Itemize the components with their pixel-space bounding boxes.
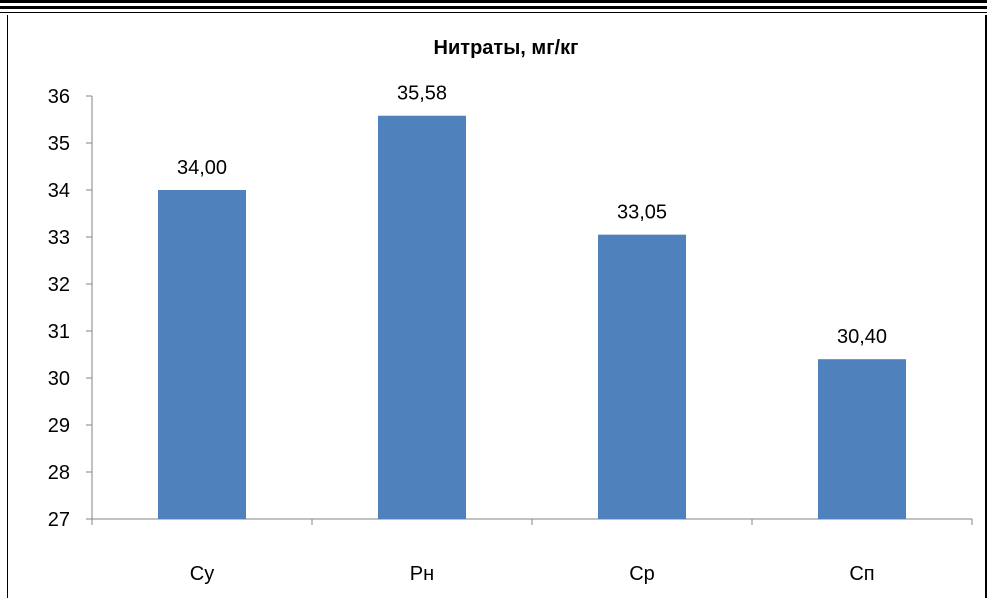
frame-right-edge <box>985 15 987 598</box>
bar <box>598 234 686 519</box>
bar <box>378 115 466 520</box>
x-category-label: Су <box>190 563 214 585</box>
y-tick-label: 32 <box>48 274 70 296</box>
data-labels-group: 34,00 35,58 33,05 30,40 <box>177 83 887 348</box>
y-tick-label: 34 <box>48 180 70 202</box>
bar <box>818 359 906 519</box>
y-tick-label: 29 <box>48 415 70 437</box>
axes: 27 28 29 30 31 32 33 34 35 36 Су Рн Ср Сп <box>48 86 973 585</box>
x-category-label: Рн <box>410 563 434 585</box>
y-tick-label: 31 <box>48 321 70 343</box>
frame-line <box>0 0 987 3</box>
frame-line <box>0 12 987 13</box>
x-category-label: Сп <box>849 563 874 585</box>
y-tick-label: 33 <box>48 227 70 249</box>
chart-title: Нитраты, мг/кг <box>434 37 579 59</box>
data-label: 34,00 <box>177 157 227 179</box>
frame-line <box>0 6 987 9</box>
y-tick-label: 36 <box>48 86 70 108</box>
data-label: 35,58 <box>397 83 447 105</box>
y-tick-label: 27 <box>48 509 70 531</box>
data-label: 33,05 <box>617 202 667 224</box>
window-top-frame <box>0 0 987 14</box>
bars-group <box>158 115 906 520</box>
y-tick-label: 35 <box>48 133 70 155</box>
y-tick-label: 28 <box>48 462 70 484</box>
x-category-label: Ср <box>629 563 655 585</box>
bar <box>158 190 246 519</box>
data-label: 30,40 <box>837 326 887 348</box>
y-tick-label: 30 <box>48 368 70 390</box>
